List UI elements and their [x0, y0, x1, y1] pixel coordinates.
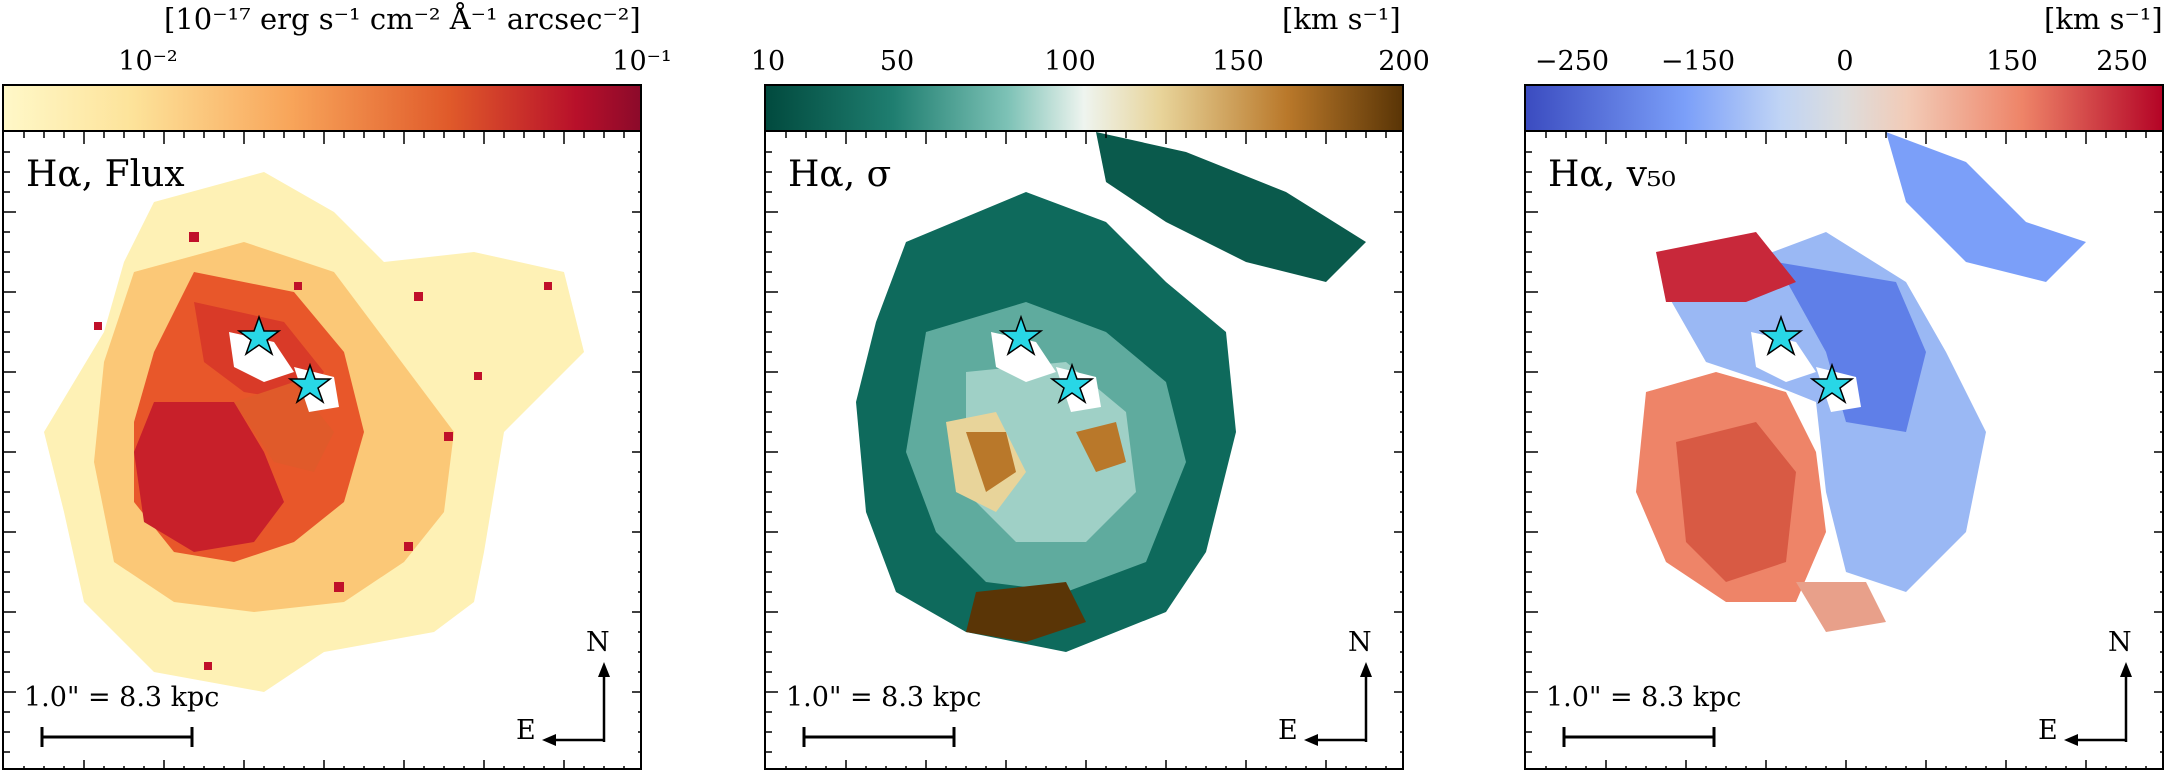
compass-east-label: E — [516, 715, 536, 746]
scalebar-label: 1.0" = 8.3 kpc — [24, 682, 220, 713]
flux-core-pixels — [134, 272, 364, 562]
velocity-colorbar-unit: [km s⁻¹] — [2044, 2, 2163, 36]
velocity-tick-label: 0 — [1836, 46, 1854, 77]
star-icon — [1809, 362, 1855, 404]
compass-east-label: E — [2038, 715, 2058, 746]
scalebar-label: 1.0" = 8.3 kpc — [786, 682, 982, 713]
sigma-tick-label: 100 — [1044, 46, 1096, 77]
sigma-map-label: Hα, σ — [788, 154, 892, 195]
velocity-tick-label: 250 — [2096, 46, 2148, 77]
velocity-tick-label: 150 — [1986, 46, 2038, 77]
star-icon — [236, 314, 282, 356]
compass-east-label: E — [1278, 715, 1298, 746]
velocity-tick-label: −150 — [1660, 46, 1736, 77]
star-icon — [1758, 314, 1804, 356]
flux-tick-label: 10⁻¹ — [612, 46, 672, 77]
star-icon — [287, 362, 333, 404]
flux-map-label: Hα, Flux — [26, 154, 185, 195]
velocity-colorbar — [1524, 84, 2164, 132]
star-icon — [998, 314, 1044, 356]
sigma-colorbar-unit: [km s⁻¹] — [1282, 2, 1401, 36]
flux-noise-pixels — [94, 232, 552, 670]
sigma-tick-label: 150 — [1212, 46, 1264, 77]
sigma-panel: [km s⁻¹] 10 50 100 150 200 — [751, 0, 1430, 776]
velocity-map-label: Hα, v₅₀ — [1548, 154, 1676, 195]
scalebar-label: 1.0" = 8.3 kpc — [1546, 682, 1742, 713]
velocity-map: Hα, v₅₀ 1.0" = 8.3 kpc N E — [1524, 130, 2164, 770]
sigma-inner-pixels — [906, 302, 1186, 642]
east-arrow-head — [2064, 734, 2078, 746]
sigma-tick-label: 200 — [1378, 46, 1430, 77]
flux-map: Hα, Flux 1.0" = 8.3 kpc N E — [2, 130, 642, 770]
sigma-tick-label: 50 — [879, 46, 915, 77]
north-arrow-head — [2120, 662, 2132, 677]
velocity-red-pixels — [1636, 232, 1886, 632]
compass-north-label: N — [586, 627, 610, 658]
flux-tick-label: 10⁻² — [118, 46, 178, 77]
compass-north-label: N — [2108, 627, 2132, 658]
star-icon — [1049, 362, 1095, 404]
flux-map-image — [4, 132, 640, 768]
sigma-map: Hα, σ 1.0" = 8.3 kpc N E — [764, 130, 1404, 770]
north-arrow-head — [598, 662, 610, 677]
sigma-colorbar — [764, 84, 1404, 132]
east-arrow-head — [1304, 734, 1318, 746]
flux-colorbar-unit: [10⁻¹⁷ erg s⁻¹ cm⁻² Å⁻¹ arcsec⁻²] — [164, 2, 641, 36]
sigma-tick-label: 10 — [750, 46, 786, 77]
velocity-map-image — [1526, 132, 2162, 768]
flux-panel: [10⁻¹⁷ erg s⁻¹ cm⁻² Å⁻¹ arcsec⁻²] 10⁻² 1… — [0, 0, 672, 776]
sigma-map-image — [766, 132, 1402, 768]
east-arrow-head — [542, 734, 556, 746]
velocity-panel: [km s⁻¹] −250 −150 0 150 250 — [1524, 0, 2164, 776]
north-arrow-head — [1360, 662, 1372, 677]
velocity-blue-pixels — [1666, 132, 2086, 592]
velocity-tick-label: −250 — [1534, 46, 1610, 77]
flux-colorbar — [2, 84, 642, 132]
compass-north-label: N — [1348, 627, 1372, 658]
